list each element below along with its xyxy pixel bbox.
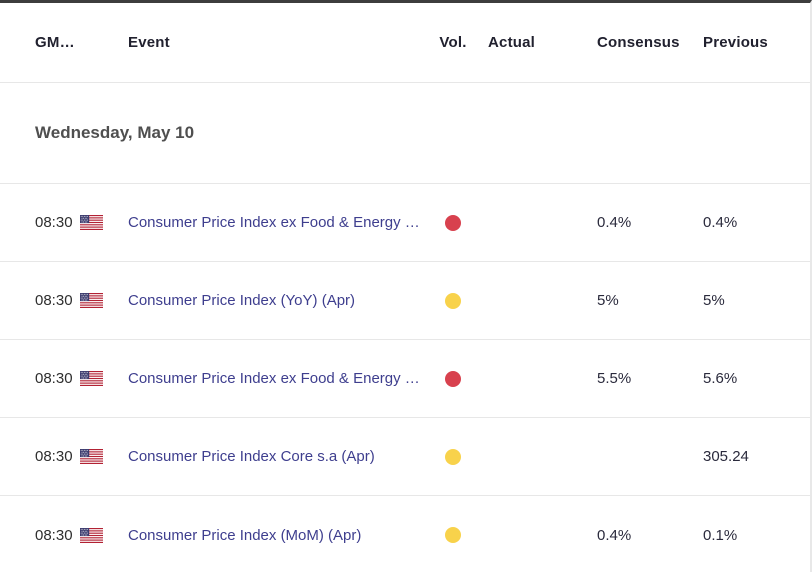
volatility-dot — [445, 448, 461, 465]
event-time: 08:30 — [35, 448, 73, 465]
event-link[interactable]: Consumer Price Index ex Food & Energy … — [128, 214, 420, 231]
previous-value: 0.4% — [703, 214, 738, 231]
date-group-label: Wednesday, May 10 — [35, 123, 195, 142]
table-row[interactable]: 08:30 Consumer Price Index (MoM) (Apr) 0… — [0, 496, 810, 572]
column-header-gmt[interactable]: GM… — [35, 34, 75, 51]
column-header-vol[interactable]: Vol. — [439, 34, 467, 51]
event-time: 08:30 — [35, 292, 73, 309]
previous-value: 0.1% — [703, 526, 738, 544]
event-time: 08:30 — [35, 370, 73, 387]
table-header-row: GM… Event Vol. Actual Consensus Previous — [0, 3, 810, 83]
column-header-event[interactable]: Event — [128, 34, 170, 51]
us-flag-icon — [80, 215, 103, 230]
consensus-value: 5% — [597, 292, 619, 309]
table-row[interactable]: 08:30 Consumer Price Index (YoY) (Apr) 5… — [0, 262, 810, 340]
us-flag-icon — [80, 449, 103, 464]
volatility-dot — [445, 370, 461, 387]
volatility-dot — [445, 527, 461, 543]
volatility-dot — [445, 214, 461, 231]
consensus-value: 5.5% — [597, 370, 632, 387]
column-header-consensus[interactable]: Consensus — [597, 34, 680, 51]
consensus-value: 0.4% — [597, 214, 632, 231]
date-group-row: Wednesday, May 10 — [0, 83, 810, 184]
column-header-previous[interactable]: Previous — [703, 34, 768, 51]
table-row[interactable]: 08:30 Consumer Price Index Core s.a (Apr… — [0, 418, 810, 496]
event-link[interactable]: Consumer Price Index (MoM) (Apr) — [128, 526, 362, 544]
table-row[interactable]: 08:30 Consumer Price Index ex Food & Ene… — [0, 184, 810, 262]
column-header-actual[interactable]: Actual — [488, 34, 536, 51]
us-flag-icon — [80, 371, 103, 386]
event-time: 08:30 — [35, 214, 73, 231]
previous-value: 5% — [703, 292, 725, 309]
us-flag-icon — [80, 528, 103, 543]
event-link[interactable]: Consumer Price Index Core s.a (Apr) — [128, 448, 375, 465]
previous-value: 5.6% — [703, 370, 738, 387]
event-link[interactable]: Consumer Price Index ex Food & Energy … — [128, 370, 420, 387]
us-flag-icon — [80, 293, 103, 308]
volatility-dot — [445, 292, 461, 309]
consensus-value: 0.4% — [597, 526, 632, 544]
table-row[interactable]: 08:30 Consumer Price Index ex Food & Ene… — [0, 340, 810, 418]
previous-value: 305.24 — [703, 448, 749, 465]
event-link[interactable]: Consumer Price Index (YoY) (Apr) — [128, 292, 356, 309]
event-time: 08:30 — [35, 526, 73, 544]
